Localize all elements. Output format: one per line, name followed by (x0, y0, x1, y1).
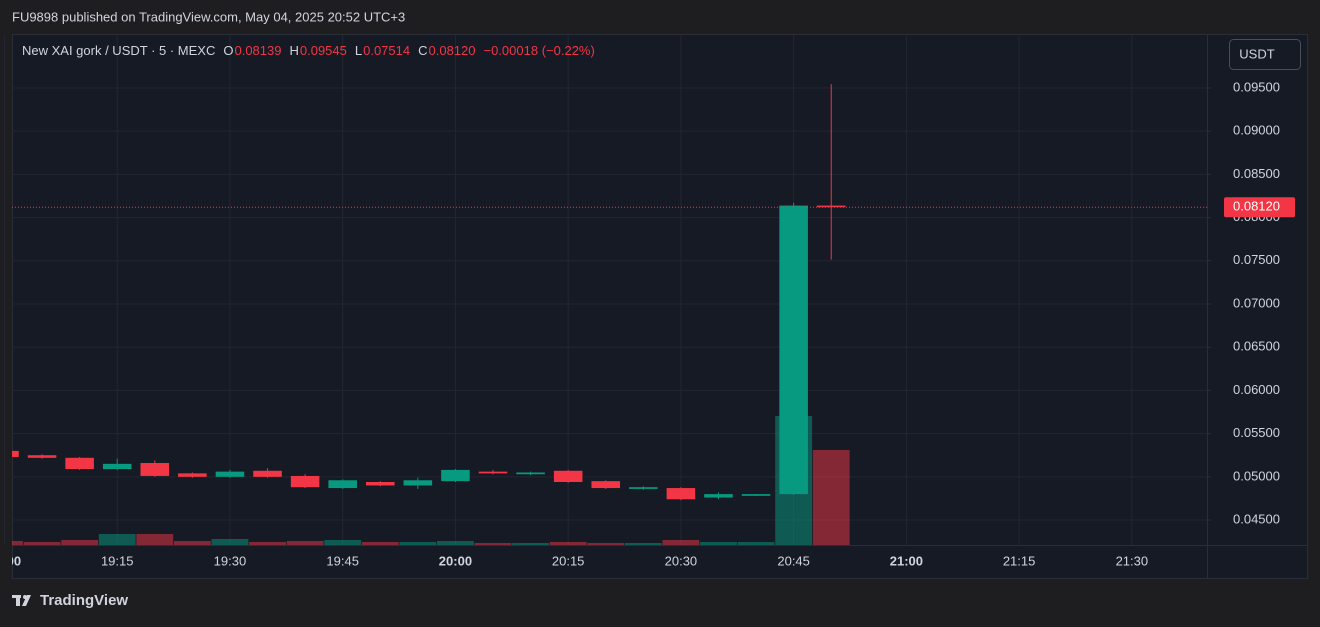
candle-body (553, 470, 583, 483)
candle-body (27, 455, 57, 458)
volume-bar (624, 542, 662, 545)
volume-bar (512, 542, 549, 545)
volume-bar (399, 541, 437, 545)
price-axis: 0.04500 0.05000 0.05500 0.06000 0.06500 0.070… (1207, 79, 1295, 526)
x-tick-label: 19:30 (214, 553, 247, 568)
ohlc-value: 0.08139 (234, 43, 281, 58)
volume-bar (587, 542, 625, 545)
candle-body (516, 472, 545, 475)
ohlc-key: L (355, 43, 362, 58)
ohlc-key: O (223, 43, 233, 58)
currency-button[interactable] (1229, 39, 1301, 70)
x-tick-label: 21:00 (890, 553, 923, 568)
volume-bar (23, 541, 61, 545)
volume-bar (136, 533, 174, 545)
volume-bar (61, 539, 99, 545)
time-axis: 19:00 19:15 19:30 19:45 20:00 20:15 20:30 20:45… (0, 553, 1149, 568)
candle-body (591, 481, 621, 489)
volume-bar (361, 541, 399, 545)
legend-change: −0.00018 (−0.22%) (484, 43, 595, 58)
x-tick-label: 21:15 (1003, 553, 1036, 568)
publish-header: FU9898 published on TradingView.com, May… (12, 9, 405, 24)
volume-bar (549, 541, 587, 545)
candle-body (816, 205, 846, 208)
currency-label[interactable]: USDT (1239, 46, 1274, 61)
volume-bar (173, 540, 211, 545)
last-price-badge (1224, 197, 1295, 218)
y-tick-label: 0.05500 (1233, 425, 1280, 440)
candle-body (290, 475, 320, 488)
brand-name: TradingView (40, 592, 128, 609)
x-tick-label: 19:15 (101, 553, 134, 568)
symbol-legend: New XAI gork / USDT · 5 · MEXC O0.08139 H0… (22, 43, 595, 58)
candle-body (215, 471, 245, 477)
y-tick-label: 0.05000 (1233, 468, 1280, 483)
x-tick-label: 19:00 (0, 553, 21, 568)
volume-bar (812, 449, 850, 545)
volume-bar (249, 541, 286, 545)
y-tick-label: 0.09000 (1233, 123, 1280, 138)
candle-body (779, 205, 808, 495)
y-tick-label: 0.07000 (1233, 295, 1280, 310)
legend-title: New XAI gork / USDT · 5 · MEXC (22, 43, 215, 58)
candle-body (140, 462, 170, 476)
x-tick-label: 20:15 (552, 553, 585, 568)
ohlc-key: C (418, 43, 427, 58)
volume-bar (662, 539, 700, 545)
volume-bar (12, 540, 23, 545)
candle-body (328, 480, 357, 489)
chart-pane (12, 34, 1308, 579)
ohlc-value: 0.08120 (429, 43, 476, 58)
candle-body (178, 473, 207, 477)
x-tick-label: 19:45 (326, 553, 359, 568)
candle-body (629, 487, 658, 489)
candle-body (12, 450, 19, 457)
x-tick-label: 20:00 (439, 553, 472, 568)
candle-body (65, 457, 94, 470)
volume-bar (700, 541, 737, 545)
y-tick-label: 0.04500 (1233, 511, 1280, 526)
x-tick-label: 20:45 (777, 553, 810, 568)
volume-bar (437, 540, 474, 545)
y-tick-label: 0.06500 (1233, 339, 1280, 354)
candle-body (403, 480, 433, 486)
y-tick-label: 0.06000 (1233, 382, 1280, 397)
y-tick-label: 0.09500 (1233, 79, 1280, 94)
grid (3, 35, 1207, 545)
volume-bar (286, 540, 324, 545)
volume-bar (737, 541, 775, 545)
candle-body (666, 488, 696, 500)
x-tick-label: 21:30 (1116, 553, 1149, 568)
candle-body (741, 494, 771, 496)
candle-body (478, 471, 508, 474)
volume-bar (474, 542, 512, 545)
tradingview-logo (12, 595, 31, 606)
candle-body (253, 470, 282, 477)
y-tick-label: 0.08500 (1233, 166, 1280, 181)
last-price-label: 0.08120 (1233, 199, 1280, 214)
ohlc-value: 0.07514 (363, 43, 410, 58)
plot-area (12, 84, 1207, 545)
volume-bar (211, 538, 249, 545)
x-tick-label: 20:30 (665, 553, 698, 568)
candle-body (365, 482, 395, 486)
ohlc-value: 0.09545 (300, 43, 347, 58)
ohlc-key: H (289, 43, 298, 58)
candle-body (441, 469, 470, 482)
candle-body (102, 463, 132, 470)
volume-bar (98, 533, 136, 545)
volume-bar (324, 539, 362, 545)
y-tick-label: 0.07500 (1233, 252, 1280, 267)
candle-body (704, 494, 733, 498)
